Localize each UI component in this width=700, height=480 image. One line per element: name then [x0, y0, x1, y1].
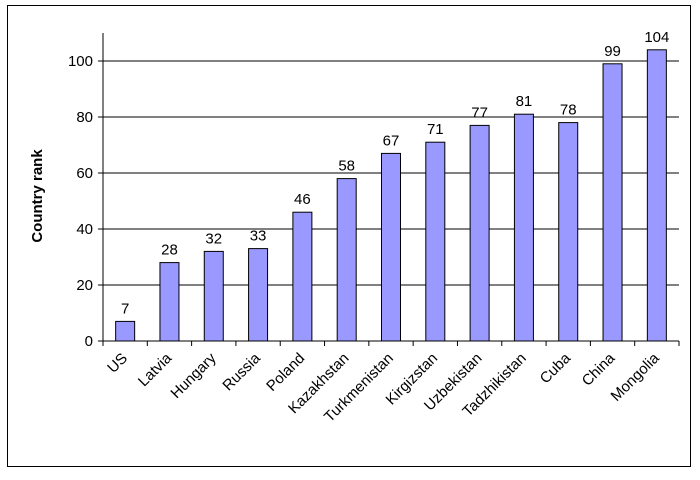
bar [381, 152, 401, 342]
category-label: Latvia [135, 349, 176, 390]
bars [115, 49, 667, 342]
data-label: 71 [427, 121, 444, 138]
y-tick-label: 80 [76, 109, 93, 126]
y-tick-label: 0 [85, 333, 93, 350]
bar [558, 122, 579, 342]
category-label: China [579, 349, 619, 389]
data-label: 7 [121, 300, 129, 317]
data-labels: 7 28 32 33 46 58 67 71 77 81 78 99 104 [121, 29, 669, 318]
data-label: 58 [338, 158, 355, 175]
y-tick-label: 60 [76, 165, 93, 182]
data-label: 46 [294, 191, 311, 208]
data-label: 78 [560, 102, 577, 119]
data-label: 99 [604, 43, 621, 60]
bar [513, 113, 534, 342]
y-axis: 0 20 40 60 80 100 [68, 33, 104, 350]
y-tick-label: 100 [68, 53, 93, 70]
bar [336, 178, 357, 342]
y-tick-label: 40 [76, 221, 93, 238]
data-label: 33 [250, 228, 267, 245]
data-label: 67 [383, 132, 400, 149]
bar [646, 49, 667, 342]
y-tick-label: 20 [76, 277, 93, 294]
bar [248, 248, 269, 342]
category-label: Hungary [167, 349, 219, 401]
bar [159, 262, 180, 342]
bar [115, 320, 136, 342]
bar [425, 141, 446, 342]
category-label: Mongolia [608, 349, 664, 405]
y-axis-label: Country rank [29, 149, 46, 243]
bar [203, 250, 224, 342]
bar [469, 124, 490, 342]
data-label: 81 [516, 93, 533, 110]
bar [602, 63, 623, 342]
category-label: Russia [219, 349, 264, 394]
bar [292, 211, 313, 342]
data-label: 104 [644, 29, 669, 46]
data-label: 32 [205, 230, 222, 247]
category-label: Cuba [537, 349, 575, 387]
data-label: 28 [161, 242, 178, 259]
category-label: US [104, 350, 131, 377]
data-label: 77 [471, 104, 488, 121]
